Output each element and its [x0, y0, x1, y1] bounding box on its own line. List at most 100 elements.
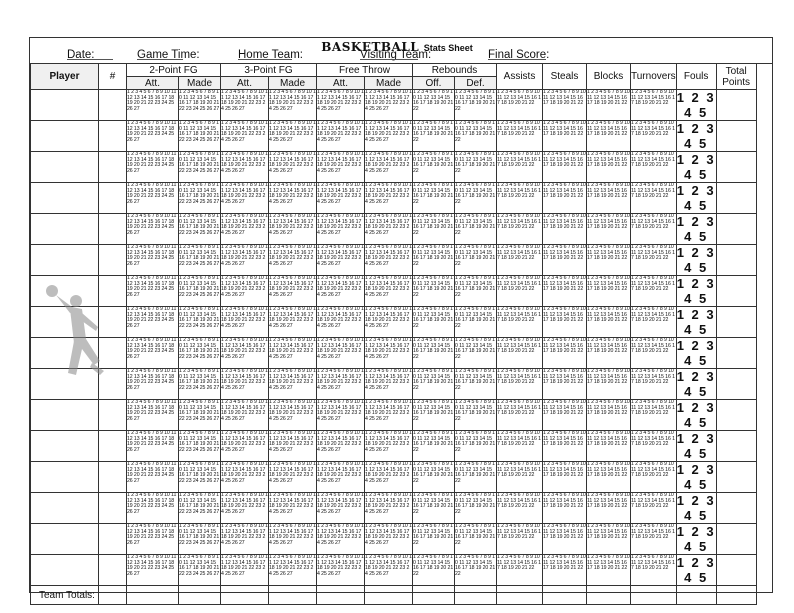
assists-tally[interactable]: 1 2 3 4 5 6 7 8 9 10 11 12 13 14 15 16 1…	[496, 461, 543, 493]
totals-cell[interactable]	[454, 585, 497, 605]
assists-tally[interactable]: 1 2 3 4 5 6 7 8 9 10 11 12 13 14 15 16 1…	[496, 120, 543, 152]
player-name-cell[interactable]	[30, 492, 99, 524]
three-point-made-tally[interactable]: 1 2 3 4 5 6 7 8 9 10 11 12 13 14 15 16 1…	[268, 151, 317, 183]
free-throw-made-tally[interactable]: 1 2 3 4 5 6 7 8 9 10 11 12 13 14 15 16 1…	[364, 430, 413, 462]
player-name-cell[interactable]	[30, 461, 99, 493]
assists-tally[interactable]: 1 2 3 4 5 6 7 8 9 10 11 12 13 14 15 16 1…	[496, 182, 543, 214]
steals-tally[interactable]: 1 2 3 4 5 6 7 8 9 10 11 12 13 14 15 16 1…	[542, 306, 587, 338]
totals-cell[interactable]	[412, 585, 455, 605]
three-point-made-tally[interactable]: 1 2 3 4 5 6 7 8 9 10 11 12 13 14 15 16 1…	[268, 120, 317, 152]
two-point-att-tally[interactable]: 1 2 3 4 5 6 7 8 9 10 11 12 13 14 15 16 1…	[126, 461, 179, 493]
three-point-att-tally[interactable]: 1 2 3 4 5 6 7 8 9 10 11 12 13 14 15 16 1…	[220, 120, 269, 152]
player-number-cell[interactable]	[98, 461, 127, 493]
total-points-cell[interactable]	[715, 337, 757, 369]
fouls-tally[interactable]: 1 2 3 4 5	[675, 244, 717, 276]
player-number-cell[interactable]	[98, 213, 127, 245]
player-number-cell[interactable]	[98, 430, 127, 462]
blocks-tally[interactable]: 1 2 3 4 5 6 7 8 9 10 11 12 13 14 15 16 1…	[586, 368, 631, 400]
player-number-cell[interactable]	[98, 89, 127, 121]
rebounds-def-tally[interactable]: 1 2 3 4 5 6 7 8 9 10 11 12 13 14 15 16 1…	[454, 151, 497, 183]
steals-tally[interactable]: 1 2 3 4 5 6 7 8 9 10 11 12 13 14 15 16 1…	[542, 213, 587, 245]
rebounds-def-tally[interactable]: 1 2 3 4 5 6 7 8 9 10 11 12 13 14 15 16 1…	[454, 337, 497, 369]
two-point-made-tally[interactable]: 1 2 3 4 5 6 7 8 9 10 11 12 13 14 15 16 1…	[178, 306, 221, 338]
free-throw-made-tally[interactable]: 1 2 3 4 5 6 7 8 9 10 11 12 13 14 15 16 1…	[364, 120, 413, 152]
two-point-made-tally[interactable]: 1 2 3 4 5 6 7 8 9 10 11 12 13 14 15 16 1…	[178, 554, 221, 586]
free-throw-made-tally[interactable]: 1 2 3 4 5 6 7 8 9 10 11 12 13 14 15 16 1…	[364, 213, 413, 245]
totals-cell[interactable]	[126, 585, 179, 605]
two-point-made-tally[interactable]: 1 2 3 4 5 6 7 8 9 10 11 12 13 14 15 16 1…	[178, 244, 221, 276]
blocks-tally[interactable]: 1 2 3 4 5 6 7 8 9 10 11 12 13 14 15 16 1…	[586, 306, 631, 338]
player-number-cell[interactable]	[98, 182, 127, 214]
blocks-tally[interactable]: 1 2 3 4 5 6 7 8 9 10 11 12 13 14 15 16 1…	[586, 461, 631, 493]
rebounds-def-tally[interactable]: 1 2 3 4 5 6 7 8 9 10 11 12 13 14 15 16 1…	[454, 461, 497, 493]
total-points-cell[interactable]	[715, 461, 757, 493]
total-points-cell[interactable]	[715, 554, 757, 586]
two-point-made-tally[interactable]: 1 2 3 4 5 6 7 8 9 10 11 12 13 14 15 16 1…	[178, 461, 221, 493]
free-throw-made-tally[interactable]: 1 2 3 4 5 6 7 8 9 10 11 12 13 14 15 16 1…	[364, 368, 413, 400]
two-point-att-tally[interactable]: 1 2 3 4 5 6 7 8 9 10 11 12 13 14 15 16 1…	[126, 275, 179, 307]
two-point-att-tally[interactable]: 1 2 3 4 5 6 7 8 9 10 11 12 13 14 15 16 1…	[126, 368, 179, 400]
rebounds-off-tally[interactable]: 1 2 3 4 5 6 7 8 9 10 11 12 13 14 15 16 1…	[412, 399, 455, 431]
free-throw-made-tally[interactable]: 1 2 3 4 5 6 7 8 9 10 11 12 13 14 15 16 1…	[364, 244, 413, 276]
steals-tally[interactable]: 1 2 3 4 5 6 7 8 9 10 11 12 13 14 15 16 1…	[542, 182, 587, 214]
three-point-made-tally[interactable]: 1 2 3 4 5 6 7 8 9 10 11 12 13 14 15 16 1…	[268, 554, 317, 586]
free-throw-made-tally[interactable]: 1 2 3 4 5 6 7 8 9 10 11 12 13 14 15 16 1…	[364, 151, 413, 183]
totals-cell[interactable]	[220, 585, 269, 605]
turnovers-tally[interactable]: 1 2 3 4 5 6 7 8 9 10 11 12 13 14 15 16 1…	[630, 244, 677, 276]
assists-tally[interactable]: 1 2 3 4 5 6 7 8 9 10 11 12 13 14 15 16 1…	[496, 151, 543, 183]
free-throw-made-tally[interactable]: 1 2 3 4 5 6 7 8 9 10 11 12 13 14 15 16 1…	[364, 182, 413, 214]
blocks-tally[interactable]: 1 2 3 4 5 6 7 8 9 10 11 12 13 14 15 16 1…	[586, 430, 631, 462]
rebounds-def-tally[interactable]: 1 2 3 4 5 6 7 8 9 10 11 12 13 14 15 16 1…	[454, 306, 497, 338]
two-point-att-tally[interactable]: 1 2 3 4 5 6 7 8 9 10 11 12 13 14 15 16 1…	[126, 213, 179, 245]
free-throw-att-tally[interactable]: 1 2 3 4 5 6 7 8 9 10 11 12 13 14 15 16 1…	[316, 554, 365, 586]
rebounds-def-tally[interactable]: 1 2 3 4 5 6 7 8 9 10 11 12 13 14 15 16 1…	[454, 275, 497, 307]
three-point-att-tally[interactable]: 1 2 3 4 5 6 7 8 9 10 11 12 13 14 15 16 1…	[220, 213, 269, 245]
steals-tally[interactable]: 1 2 3 4 5 6 7 8 9 10 11 12 13 14 15 16 1…	[542, 430, 587, 462]
three-point-att-tally[interactable]: 1 2 3 4 5 6 7 8 9 10 11 12 13 14 15 16 1…	[220, 244, 269, 276]
player-number-cell[interactable]	[98, 337, 127, 369]
three-point-att-tally[interactable]: 1 2 3 4 5 6 7 8 9 10 11 12 13 14 15 16 1…	[220, 523, 269, 555]
turnovers-tally[interactable]: 1 2 3 4 5 6 7 8 9 10 11 12 13 14 15 16 1…	[630, 213, 677, 245]
totals-cell[interactable]	[496, 585, 543, 605]
rebounds-off-tally[interactable]: 1 2 3 4 5 6 7 8 9 10 11 12 13 14 15 16 1…	[412, 461, 455, 493]
two-point-made-tally[interactable]: 1 2 3 4 5 6 7 8 9 10 11 12 13 14 15 16 1…	[178, 151, 221, 183]
turnovers-tally[interactable]: 1 2 3 4 5 6 7 8 9 10 11 12 13 14 15 16 1…	[630, 120, 677, 152]
rebounds-off-tally[interactable]: 1 2 3 4 5 6 7 8 9 10 11 12 13 14 15 16 1…	[412, 213, 455, 245]
totals-cell[interactable]	[364, 585, 413, 605]
two-point-att-tally[interactable]: 1 2 3 4 5 6 7 8 9 10 11 12 13 14 15 16 1…	[126, 492, 179, 524]
assists-tally[interactable]: 1 2 3 4 5 6 7 8 9 10 11 12 13 14 15 16 1…	[496, 306, 543, 338]
two-point-att-tally[interactable]: 1 2 3 4 5 6 7 8 9 10 11 12 13 14 15 16 1…	[126, 337, 179, 369]
rebounds-off-tally[interactable]: 1 2 3 4 5 6 7 8 9 10 11 12 13 14 15 16 1…	[412, 430, 455, 462]
rebounds-off-tally[interactable]: 1 2 3 4 5 6 7 8 9 10 11 12 13 14 15 16 1…	[412, 275, 455, 307]
blocks-tally[interactable]: 1 2 3 4 5 6 7 8 9 10 11 12 13 14 15 16 1…	[586, 492, 631, 524]
total-points-cell[interactable]	[715, 120, 757, 152]
three-point-att-tally[interactable]: 1 2 3 4 5 6 7 8 9 10 11 12 13 14 15 16 1…	[220, 492, 269, 524]
fouls-tally[interactable]: 1 2 3 4 5	[675, 120, 717, 152]
fouls-tally[interactable]: 1 2 3 4 5	[675, 151, 717, 183]
assists-tally[interactable]: 1 2 3 4 5 6 7 8 9 10 11 12 13 14 15 16 1…	[496, 213, 543, 245]
three-point-made-tally[interactable]: 1 2 3 4 5 6 7 8 9 10 11 12 13 14 15 16 1…	[268, 399, 317, 431]
two-point-made-tally[interactable]: 1 2 3 4 5 6 7 8 9 10 11 12 13 14 15 16 1…	[178, 430, 221, 462]
three-point-made-tally[interactable]: 1 2 3 4 5 6 7 8 9 10 11 12 13 14 15 16 1…	[268, 337, 317, 369]
rebounds-def-tally[interactable]: 1 2 3 4 5 6 7 8 9 10 11 12 13 14 15 16 1…	[454, 89, 497, 121]
rebounds-off-tally[interactable]: 1 2 3 4 5 6 7 8 9 10 11 12 13 14 15 16 1…	[412, 523, 455, 555]
free-throw-att-tally[interactable]: 1 2 3 4 5 6 7 8 9 10 11 12 13 14 15 16 1…	[316, 399, 365, 431]
free-throw-made-tally[interactable]: 1 2 3 4 5 6 7 8 9 10 11 12 13 14 15 16 1…	[364, 523, 413, 555]
turnovers-tally[interactable]: 1 2 3 4 5 6 7 8 9 10 11 12 13 14 15 16 1…	[630, 306, 677, 338]
assists-tally[interactable]: 1 2 3 4 5 6 7 8 9 10 11 12 13 14 15 16 1…	[496, 492, 543, 524]
player-name-cell[interactable]	[30, 244, 99, 276]
assists-tally[interactable]: 1 2 3 4 5 6 7 8 9 10 11 12 13 14 15 16 1…	[496, 368, 543, 400]
rebounds-off-tally[interactable]: 1 2 3 4 5 6 7 8 9 10 11 12 13 14 15 16 1…	[412, 182, 455, 214]
two-point-att-tally[interactable]: 1 2 3 4 5 6 7 8 9 10 11 12 13 14 15 16 1…	[126, 306, 179, 338]
totals-cell[interactable]	[630, 585, 677, 605]
free-throw-att-tally[interactable]: 1 2 3 4 5 6 7 8 9 10 11 12 13 14 15 16 1…	[316, 430, 365, 462]
player-name-cell[interactable]	[30, 213, 99, 245]
three-point-att-tally[interactable]: 1 2 3 4 5 6 7 8 9 10 11 12 13 14 15 16 1…	[220, 306, 269, 338]
free-throw-made-tally[interactable]: 1 2 3 4 5 6 7 8 9 10 11 12 13 14 15 16 1…	[364, 554, 413, 586]
three-point-att-tally[interactable]: 1 2 3 4 5 6 7 8 9 10 11 12 13 14 15 16 1…	[220, 554, 269, 586]
assists-tally[interactable]: 1 2 3 4 5 6 7 8 9 10 11 12 13 14 15 16 1…	[496, 523, 543, 555]
three-point-made-tally[interactable]: 1 2 3 4 5 6 7 8 9 10 11 12 13 14 15 16 1…	[268, 523, 317, 555]
steals-tally[interactable]: 1 2 3 4 5 6 7 8 9 10 11 12 13 14 15 16 1…	[542, 461, 587, 493]
blocks-tally[interactable]: 1 2 3 4 5 6 7 8 9 10 11 12 13 14 15 16 1…	[586, 244, 631, 276]
fouls-tally[interactable]: 1 2 3 4 5	[675, 554, 717, 586]
